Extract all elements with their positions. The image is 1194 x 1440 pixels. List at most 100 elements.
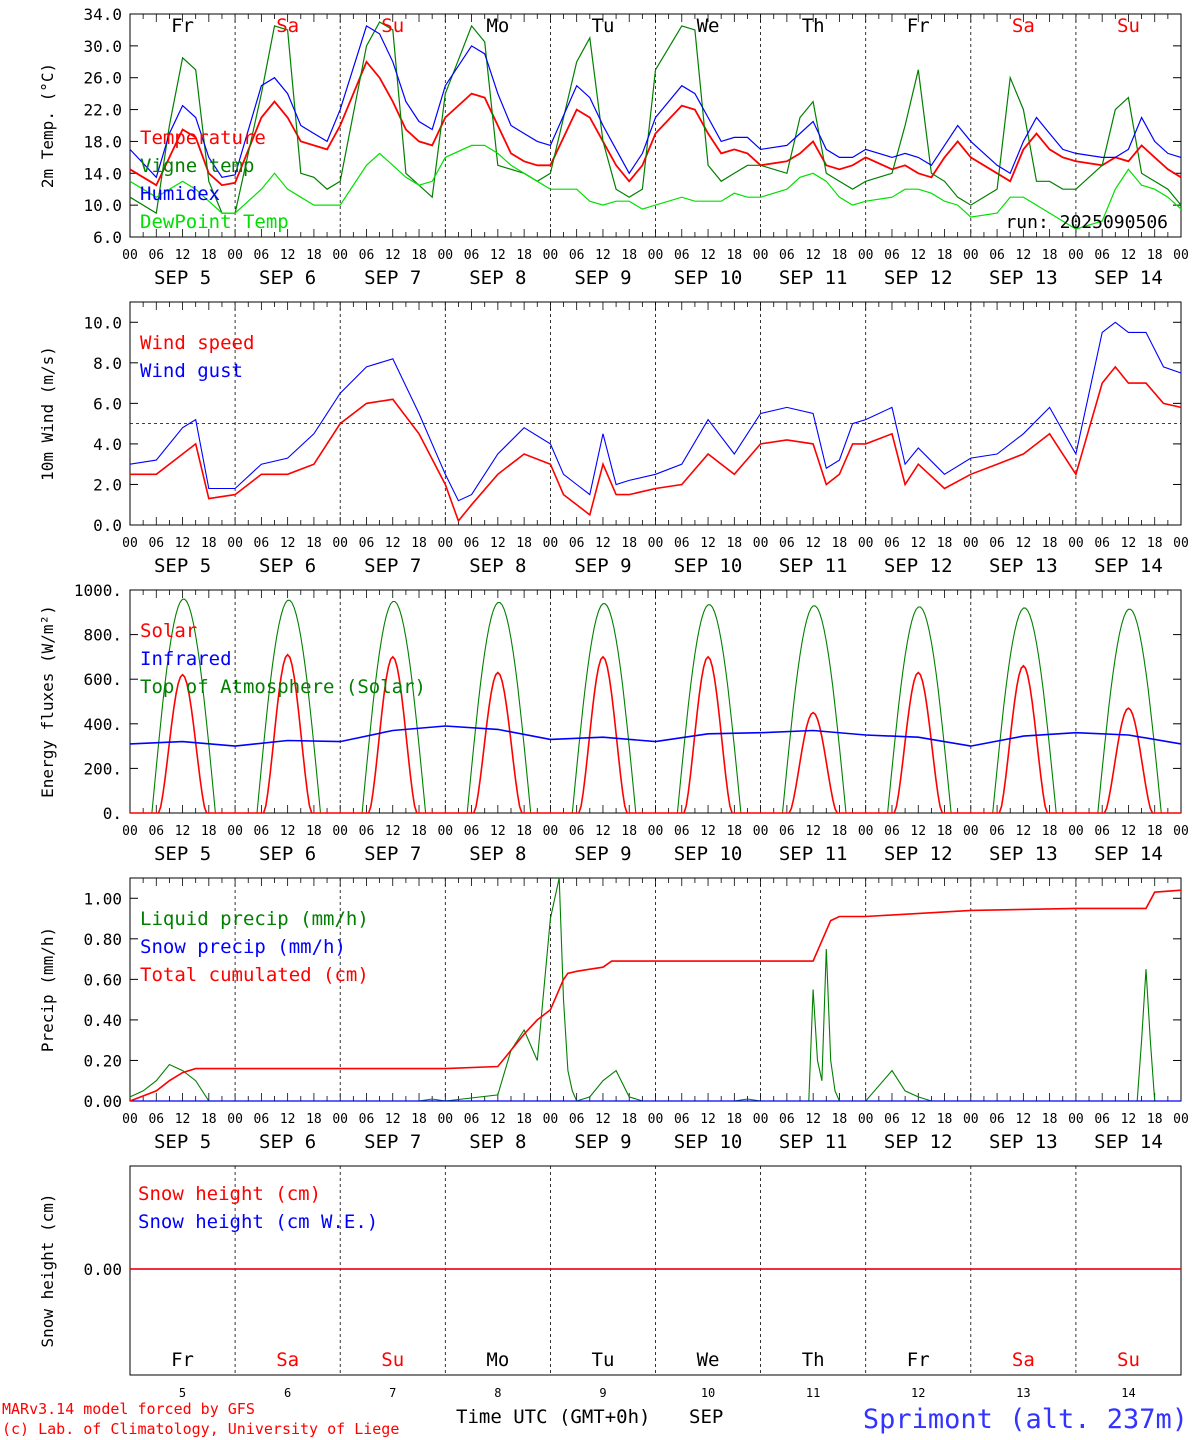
- day-number-label: 11: [806, 1386, 820, 1400]
- hour-tick-label: 06: [1094, 536, 1110, 551]
- legend-entry: Temperature: [140, 127, 266, 149]
- y-tick-label: 0.60: [83, 970, 122, 989]
- date-label: SEP 14: [1094, 267, 1163, 289]
- hour-tick-label: 18: [726, 248, 742, 263]
- day-number-label: 9: [599, 1386, 606, 1400]
- legend-entry: Humidex: [140, 183, 220, 205]
- hour-tick-label: 06: [674, 248, 690, 263]
- hour-tick-label: 00: [1068, 536, 1084, 551]
- weekday-label: Th: [802, 1349, 825, 1371]
- hour-tick-label: 12: [490, 248, 506, 263]
- x-axis-label: Time UTC (GMT+0h): [456, 1406, 650, 1428]
- date-label: SEP 9: [574, 1131, 631, 1153]
- hour-tick-label: 06: [254, 248, 270, 263]
- hour-tick-label: 00: [1068, 824, 1084, 839]
- weekday-label: Fr: [907, 1349, 930, 1371]
- date-label: SEP 9: [574, 843, 631, 865]
- y-tick-label: 18.0: [83, 132, 122, 151]
- weekday-label: We: [697, 15, 720, 37]
- hour-tick-label: 06: [359, 1112, 375, 1127]
- legend-entry: Vigne temp: [140, 155, 254, 177]
- y-tick-label: 22.0: [83, 101, 122, 120]
- hour-tick-label: 06: [148, 1112, 164, 1127]
- hour-tick-label: 00: [1173, 824, 1189, 839]
- hour-tick-label: 18: [411, 824, 427, 839]
- weekday-label: Mo: [486, 15, 509, 37]
- y-tick-label: 1.00: [83, 889, 122, 908]
- hour-tick-label: 00: [332, 1112, 348, 1127]
- date-label: SEP 5: [154, 1131, 211, 1153]
- model-credit: MARv3.14 model forced by GFS: [2, 1400, 255, 1418]
- lab-credit: (c) Lab. of Climatology, University of L…: [2, 1420, 399, 1438]
- weekday-label: Fr: [171, 1349, 194, 1371]
- y-tick-label: 34.0: [83, 5, 122, 24]
- y-tick-label: 2.0: [93, 475, 122, 494]
- hour-tick-label: 12: [175, 536, 191, 551]
- hour-tick-label: 12: [910, 1112, 926, 1127]
- hour-tick-label: 06: [254, 536, 270, 551]
- y-tick-label: 800.: [83, 626, 122, 645]
- y-tick-label: 0.0: [93, 516, 122, 535]
- y-axis-label: 2m Temp. (°C): [38, 63, 57, 188]
- weekday-label: Su: [381, 1349, 404, 1371]
- footer: MARv3.14 model forced by GFS (c) Lab. of …: [2, 1400, 1188, 1438]
- hour-tick-label: 12: [700, 248, 716, 263]
- date-label: SEP 9: [574, 555, 631, 577]
- hour-tick-label: 12: [595, 824, 611, 839]
- hour-tick-label: 00: [227, 248, 243, 263]
- hour-tick-label: 12: [805, 536, 821, 551]
- legend-entry: Infrared: [140, 648, 232, 670]
- hour-tick-label: 18: [1042, 824, 1058, 839]
- hour-tick-label: 18: [1147, 1112, 1163, 1127]
- date-label: SEP 12: [884, 555, 953, 577]
- hour-tick-label: 18: [411, 248, 427, 263]
- series-line-humidex: [129, 24, 1182, 179]
- hour-tick-label: 00: [648, 248, 664, 263]
- hour-tick-label: 00: [1068, 1112, 1084, 1127]
- hour-tick-label: 12: [490, 824, 506, 839]
- y-axis-label: Energy fluxes (W/m²): [38, 605, 57, 798]
- date-label: SEP 14: [1094, 1131, 1163, 1153]
- legend-entry: Wind gust: [140, 360, 243, 382]
- weekday-label: Su: [381, 15, 404, 37]
- panel-wind: 10m Wind (m/s) 0.0 2.0 4.0 6.0 8.0 10.0 Wind sp…: [38, 301, 1189, 577]
- hour-tick-label: 00: [648, 1112, 664, 1127]
- weekday-label: Fr: [171, 15, 194, 37]
- date-label: SEP 7: [364, 1131, 421, 1153]
- hour-tick-label: 00: [753, 248, 769, 263]
- hour-tick-label: 18: [201, 1112, 217, 1127]
- date-label: SEP 12: [884, 267, 953, 289]
- hour-tick-label: 00: [543, 1112, 559, 1127]
- weekday-label: Su: [1117, 15, 1140, 37]
- date-label: SEP 11: [779, 1131, 848, 1153]
- date-label: SEP 5: [154, 555, 211, 577]
- hour-tick-label: 18: [201, 536, 217, 551]
- hour-tick-label: 18: [1042, 1112, 1058, 1127]
- hour-tick-label: 18: [726, 1112, 742, 1127]
- panel-frame: [129, 13, 1182, 238]
- day-number-label: 12: [911, 1386, 925, 1400]
- y-tick-label: 10.0: [83, 196, 122, 215]
- hour-tick-label: 00: [437, 536, 453, 551]
- hour-tick-label: 00: [648, 536, 664, 551]
- series-line-temperature: [129, 60, 1182, 187]
- hour-tick-label: 06: [148, 248, 164, 263]
- hour-tick-label: 00: [122, 248, 138, 263]
- date-label: SEP 13: [989, 1131, 1058, 1153]
- date-label: SEP 8: [469, 1131, 526, 1153]
- hour-tick-label: 06: [884, 536, 900, 551]
- date-label: SEP 6: [259, 555, 316, 577]
- y-tick-label: 0.00: [83, 1260, 122, 1279]
- hour-tick-label: 18: [621, 1112, 637, 1127]
- hour-tick-label: 06: [148, 536, 164, 551]
- weekday-label: Tu: [592, 1349, 615, 1371]
- hour-tick-label: 12: [1016, 824, 1032, 839]
- y-tick-label: 0.20: [83, 1051, 122, 1070]
- panel-frame: [129, 301, 1182, 526]
- hour-tick-label: 18: [832, 248, 848, 263]
- hour-tick-label: 06: [779, 1112, 795, 1127]
- legend-entry: Snow height (cm): [138, 1183, 321, 1205]
- panel-energy: Energy fluxes (W/m²) 0. 200. 400. 600. 800. 10…: [38, 581, 1189, 865]
- date-label: SEP 10: [674, 843, 743, 865]
